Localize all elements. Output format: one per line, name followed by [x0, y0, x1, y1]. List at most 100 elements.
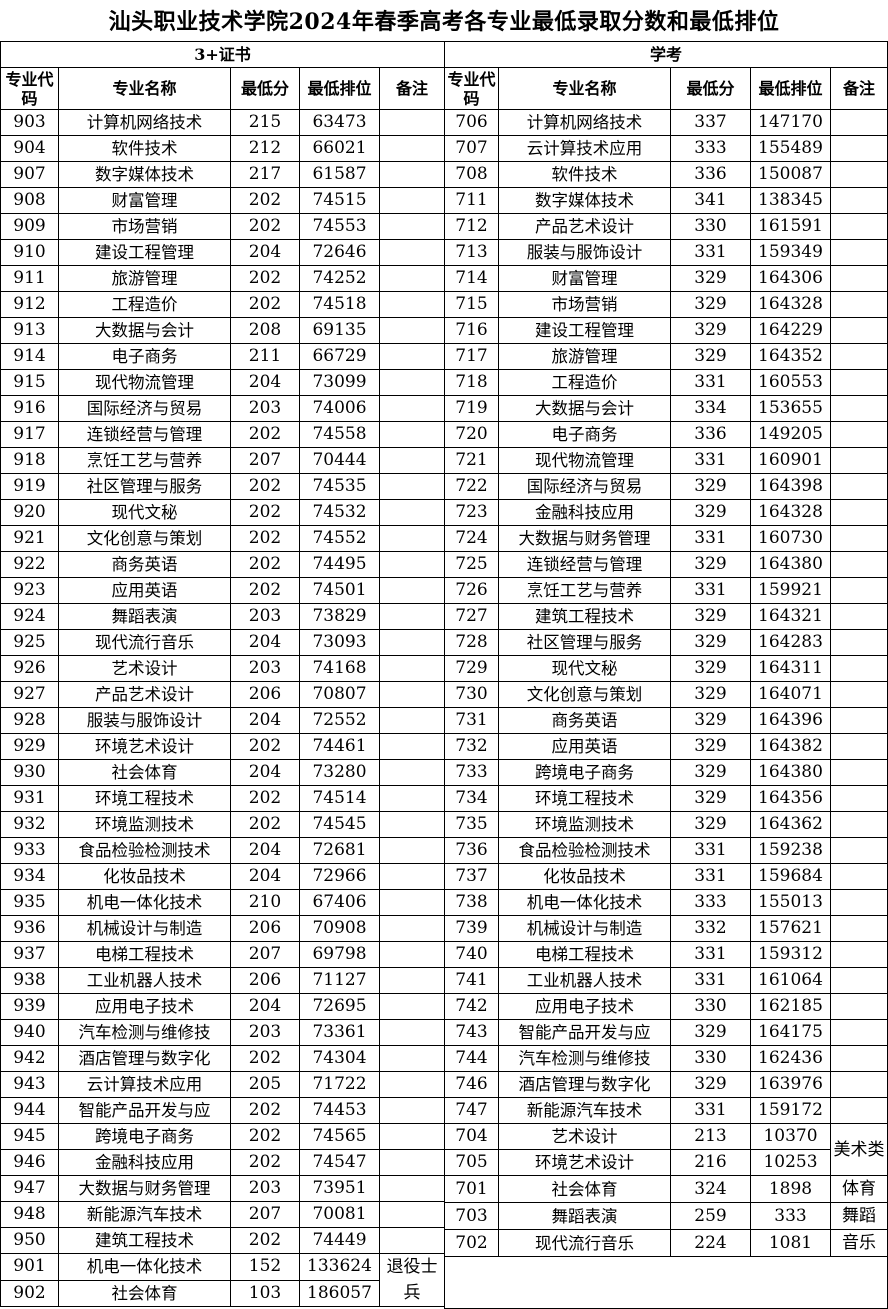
cell-score: 206 [230, 915, 300, 942]
table-row: 901 机电一体化技术 152 133624 退役士兵 [0, 1253, 446, 1307]
table-row: 922 商务英语 202 74495 [0, 551, 446, 578]
cell-note [378, 135, 446, 162]
cell-name: 文化创意与策划 [498, 681, 671, 708]
cell-rank: 66729 [299, 343, 380, 370]
cell-score: 202 [230, 1149, 300, 1176]
cell-name: 软件技术 [498, 161, 671, 188]
section-header: 学考 [443, 41, 888, 68]
table-row: 912 工程造价 202 74518 [0, 291, 446, 318]
cell-name: 旅游管理 [498, 343, 671, 370]
cell-note [829, 213, 888, 240]
cell-rank: 74545 [299, 811, 380, 838]
cell-score: 329 [670, 343, 751, 370]
cell-code: 901 [0, 1253, 59, 1281]
cell-score: 206 [230, 967, 300, 994]
cell-note [378, 1019, 446, 1046]
cell-name: 数字媒体技术 [498, 187, 671, 214]
cell-code: 742 [444, 993, 499, 1020]
cell-note [829, 187, 888, 214]
table-row: 725 连锁经营与管理 329 164380 [444, 551, 888, 578]
cell-score: 259 [670, 1202, 751, 1230]
cell-name: 云计算技术应用 [58, 1071, 231, 1098]
cell-code: 948 [0, 1201, 59, 1228]
table-row: 937 电梯工程技术 207 69798 [0, 941, 446, 968]
cell-name: 现代流行音乐 [58, 629, 231, 656]
cell-note: 退役士兵 [378, 1253, 446, 1307]
cell-score: 341 [670, 187, 751, 214]
cell-code: 930 [0, 759, 59, 786]
cell-note [829, 317, 888, 344]
table-row: 711 数字媒体技术 341 138345 [444, 187, 888, 214]
cell-score: 332 [670, 915, 751, 942]
cell-note [829, 629, 888, 656]
cell-code: 938 [0, 967, 59, 994]
table-row: 904 软件技术 212 66021 [0, 135, 446, 162]
cell-score: 210 [230, 889, 300, 916]
cell-rank: 74449 [299, 1227, 380, 1254]
section-academic-test: 学考 专业代码 专业名称 最低分 最低排位 备注 706 计算机网络技术 337 14… [443, 41, 888, 1309]
cell-rank: 150087 [750, 161, 831, 188]
table-row: 938 工业机器人技术 206 71127 [0, 967, 446, 994]
cell-rank: 162185 [750, 993, 831, 1020]
header-rank: 最低排位 [299, 67, 380, 110]
cell-note [378, 577, 446, 604]
cell-name: 电子商务 [58, 343, 231, 370]
cell-code: 913 [0, 317, 59, 344]
table-row: 934 化妆品技术 204 72966 [0, 863, 446, 890]
cell-rank: 164380 [750, 551, 831, 578]
cell-rank: 73093 [299, 629, 380, 656]
cell-score: 205 [230, 1071, 300, 1098]
cell-name: 新能源汽车技术 [498, 1097, 671, 1124]
cell-rank: 73099 [299, 369, 380, 396]
cell-note [378, 1097, 446, 1124]
cell-name: 建筑工程技术 [498, 603, 671, 630]
table-row: 924 舞蹈表演 203 73829 [0, 603, 446, 630]
cell-code: 909 [0, 213, 59, 240]
cell-note: 舞蹈 [829, 1202, 888, 1230]
cell-code: 713 [444, 239, 499, 266]
cell-code: 716 [444, 317, 499, 344]
cell-score: 202 [230, 525, 300, 552]
table-row: 707 云计算技术应用 333 155489 [444, 135, 888, 162]
cell-name: 舞蹈表演 [58, 603, 231, 630]
table-row: 935 机电一体化技术 210 67406 [0, 889, 446, 916]
cell-code: 718 [444, 369, 499, 396]
cell-code: 916 [0, 395, 59, 422]
cell-rank: 74558 [299, 421, 380, 448]
cell-score: 337 [670, 109, 751, 136]
cell-name: 艺术设计 [498, 1123, 671, 1150]
cell-rank: 161064 [750, 967, 831, 994]
cell-score: 204 [230, 759, 300, 786]
cell-score: 329 [670, 629, 751, 656]
table-row: 747 新能源汽车技术 331 159172 [444, 1097, 888, 1124]
cell-code: 706 [444, 109, 499, 136]
cell-note [829, 1019, 888, 1046]
cell-name: 机械设计与制造 [58, 915, 231, 942]
cell-note [378, 109, 446, 136]
table-row: 742 应用电子技术 330 162185 [444, 993, 888, 1020]
table-row: 708 软件技术 336 150087 [444, 161, 888, 188]
cell-name: 服装与服饰设计 [498, 239, 671, 266]
cell-code: 732 [444, 733, 499, 760]
cell-name: 舞蹈表演 [498, 1202, 671, 1230]
section-header: 3+证书 [0, 41, 446, 68]
cell-name: 汽车检测与维修技 [498, 1045, 671, 1072]
cell-note [378, 213, 446, 240]
cell-rank: 157621 [750, 915, 831, 942]
cell-note [829, 421, 888, 448]
cell-code: 925 [0, 629, 59, 656]
table-row: 946 金融科技应用 202 74547 [0, 1149, 446, 1176]
cell-code: 705 [444, 1149, 499, 1176]
cell-score: 330 [670, 993, 751, 1020]
cell-score: 334 [670, 395, 751, 422]
cell-rank: 159349 [750, 239, 831, 266]
cell-code: 943 [0, 1071, 59, 1098]
cell-rank: 164356 [750, 785, 831, 812]
table-row: 723 金融科技应用 329 164328 [444, 499, 888, 526]
table-row: 719 大数据与会计 334 153655 [444, 395, 888, 422]
table-row: 910 建设工程管理 204 72646 [0, 239, 446, 266]
cell-note [378, 447, 446, 474]
cell-rank: 164382 [750, 733, 831, 760]
cell-note [829, 681, 888, 708]
table-row: 727 建筑工程技术 329 164321 [444, 603, 888, 630]
